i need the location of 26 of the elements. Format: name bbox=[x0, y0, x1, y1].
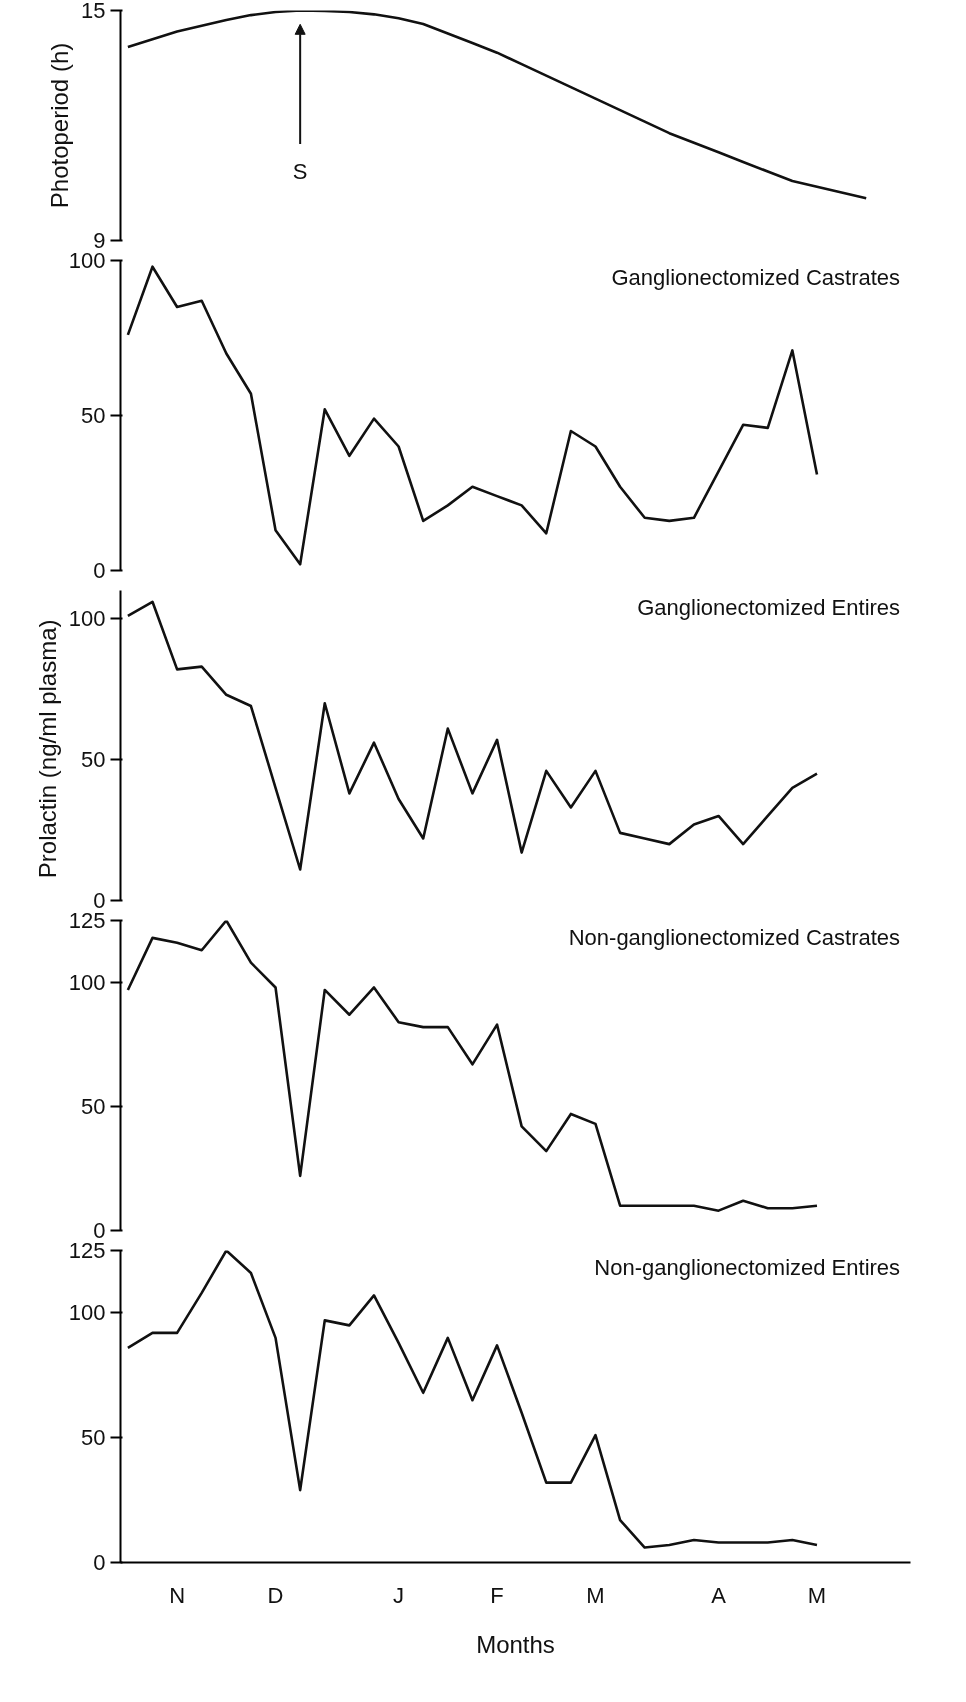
y-tick-label: 100 bbox=[68, 606, 106, 632]
x-tick-label: M bbox=[807, 1582, 827, 1608]
y-tick-label: 100 bbox=[68, 970, 106, 995]
chart-title: Ganglionectomized Entires bbox=[637, 594, 901, 620]
y-tick-label: 100 bbox=[68, 1300, 106, 1326]
y-tick-label: 0 bbox=[93, 558, 106, 583]
y-tick-label: 15 bbox=[81, 0, 106, 23]
x-axis-title: Months bbox=[476, 1630, 555, 1658]
y-tick-label: 50 bbox=[81, 1425, 106, 1451]
x-tick-label: D bbox=[267, 1582, 284, 1608]
y-tick-label: 50 bbox=[81, 1094, 106, 1119]
x-tick-label: J bbox=[393, 1582, 405, 1608]
annotation: S bbox=[292, 159, 308, 184]
x-tick-label: M bbox=[586, 1582, 605, 1608]
y-axis-title: Photoperiod (h) bbox=[46, 42, 74, 209]
y-tick-label: 0 bbox=[93, 1550, 106, 1575]
y-tick-label: 50 bbox=[81, 747, 106, 773]
x-tick-label: N bbox=[169, 1582, 186, 1608]
y-axis-title: Prolactin (ng/ml plasma) bbox=[33, 619, 61, 879]
x-tick-label: F bbox=[490, 1582, 504, 1608]
chart-title: Ganglionectomized Castrates bbox=[611, 264, 901, 290]
y-tick-label: 50 bbox=[81, 403, 106, 428]
x-tick-label: A bbox=[711, 1582, 727, 1608]
chart-title: Non-ganglionectomized Entires bbox=[594, 1254, 901, 1280]
chart-title: Non-ganglionectomized Castrates bbox=[568, 924, 901, 950]
line-series bbox=[126, 10, 868, 200]
